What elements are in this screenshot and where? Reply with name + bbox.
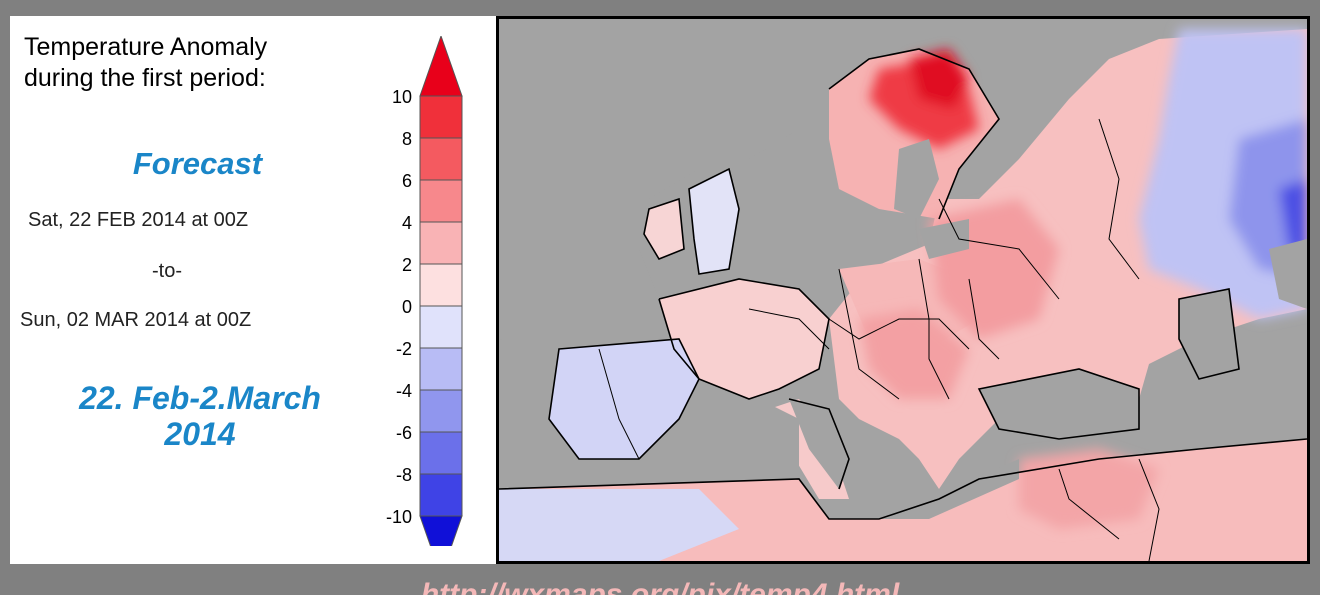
legend-block	[419, 305, 463, 349]
legend-arrow-max	[419, 36, 463, 97]
period-end: Sun, 02 MAR 2014 at 00Z	[20, 309, 252, 331]
coastlines	[499, 48, 1307, 520]
info-column: Temperature Anomaly during the first per…	[10, 16, 350, 564]
legend-tick-label: 4	[402, 213, 412, 233]
legend-tick-label: 0	[402, 297, 412, 317]
country-borders	[598, 118, 1160, 561]
legend-tick-label: -4	[396, 381, 412, 401]
legend-arrow-min	[419, 515, 463, 546]
warm-anomaly-core	[859, 49, 1159, 529]
legend-block	[419, 137, 463, 181]
legend-tick-label: 2	[402, 255, 412, 275]
legend-block	[419, 431, 463, 475]
legend-tick-label: -2	[396, 339, 412, 359]
legend-tick-label: 8	[402, 129, 412, 149]
source-url[interactable]: http://wxmaps.org/pix/temp4.html	[420, 578, 900, 595]
period-start: Sat, 22 FEB 2014 at 00Z	[28, 209, 249, 231]
legend-tick-label: -8	[396, 465, 412, 485]
period-separator: -to-	[152, 260, 182, 282]
heading-line-2: during the first period:	[24, 64, 266, 92]
dates-note: 22. Feb-2.March 2014	[50, 380, 350, 452]
map-heading: Temperature Anomaly during the first per…	[24, 32, 267, 94]
legend-block	[419, 179, 463, 223]
forecast-label: Forecast	[132, 146, 263, 181]
legend-tick-label: -10	[386, 507, 412, 527]
europe-anomaly-map	[496, 16, 1310, 564]
legend-tick-label: 10	[392, 87, 412, 107]
legend-block	[419, 263, 463, 307]
legend-tick-label: 6	[402, 171, 412, 191]
legend-tick-label: -6	[396, 423, 412, 443]
legend-block	[419, 221, 463, 265]
map-canvas	[499, 19, 1307, 561]
seas	[499, 19, 1307, 519]
legend-block	[419, 389, 463, 433]
dates-note-line-2: 2014	[164, 416, 236, 452]
color-legend: 10 8 6 4 2 0 -2 -4 -6 -8 -10	[386, 36, 463, 546]
cold-anomaly-east	[1139, 29, 1307, 319]
legend-block	[419, 95, 463, 139]
content-panel: Temperature Anomaly during the first per…	[10, 16, 1310, 595]
dates-note-line-1: 22. Feb-2.March	[79, 380, 321, 416]
legend-block	[419, 473, 463, 517]
legend-block	[419, 347, 463, 391]
heading-line-1: Temperature Anomaly	[24, 33, 268, 61]
